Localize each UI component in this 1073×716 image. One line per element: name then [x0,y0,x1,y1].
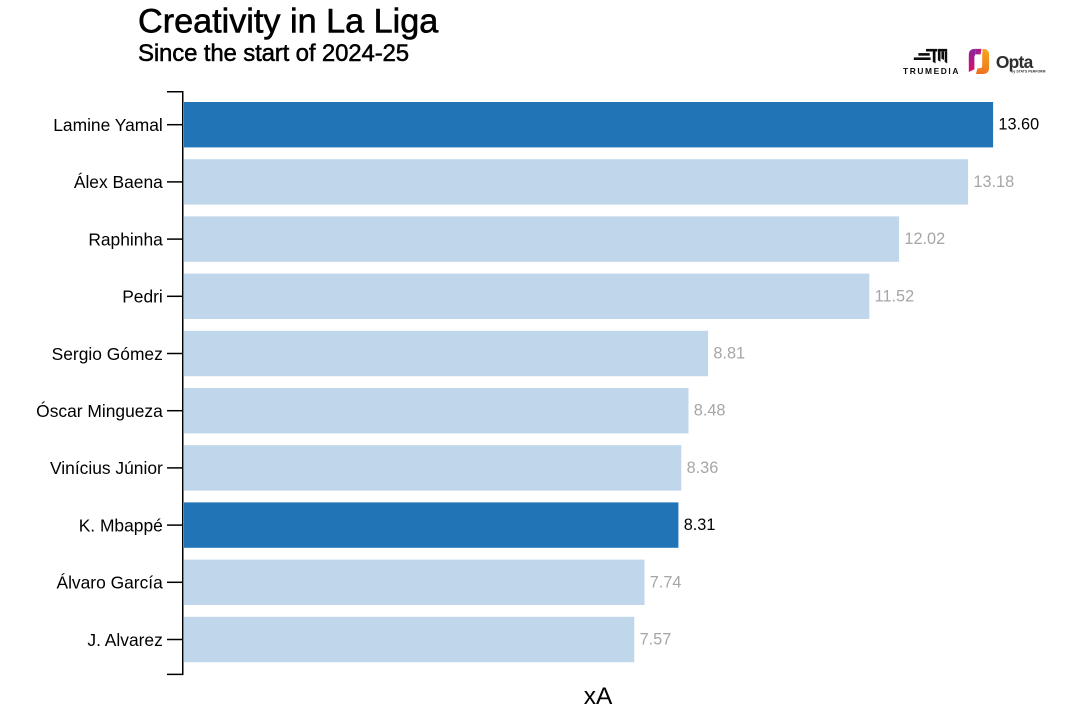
svg-text:12.02: 12.02 [904,230,945,248]
svg-text:8.31: 8.31 [684,516,716,534]
svg-text:11.52: 11.52 [875,287,915,305]
svg-text:J. Alvarez: J. Alvarez [87,630,162,650]
svg-text:xA: xA [584,683,613,710]
svg-text:Vinícius Júnior: Vinícius Júnior [50,458,163,478]
svg-text:8.36: 8.36 [687,459,719,477]
svg-text:8.48: 8.48 [694,402,726,420]
svg-text:7.57: 7.57 [640,631,672,649]
svg-text:Opta: Opta [996,52,1034,72]
svg-text:Sergio Gómez: Sergio Gómez [52,344,163,364]
svg-text:K. Mbappé: K. Mbappé [79,515,163,535]
svg-text:by STATS PERFORM: by STATS PERFORM [1011,70,1045,74]
svg-text:13.60: 13.60 [998,116,1039,134]
svg-text:Álvaro García: Álvaro García [56,573,163,593]
svg-text:Since the start of 2024-25: Since the start of 2024-25 [138,40,409,67]
svg-text:8.81: 8.81 [713,345,745,363]
svg-text:7.74: 7.74 [650,573,682,591]
svg-text:Raphinha: Raphinha [88,229,163,249]
svg-text:Lamine Yamal: Lamine Yamal [53,115,163,135]
svg-text:13.18: 13.18 [973,173,1014,191]
svg-text:Álex Baena: Álex Baena [74,172,163,192]
svg-text:Óscar Mingueza: Óscar Mingueza [36,401,163,421]
svg-text:Pedri: Pedri [122,287,163,307]
svg-text:Creativity in La Liga: Creativity in La Liga [138,2,439,40]
svg-text:TRUMEDIA: TRUMEDIA [903,66,960,76]
